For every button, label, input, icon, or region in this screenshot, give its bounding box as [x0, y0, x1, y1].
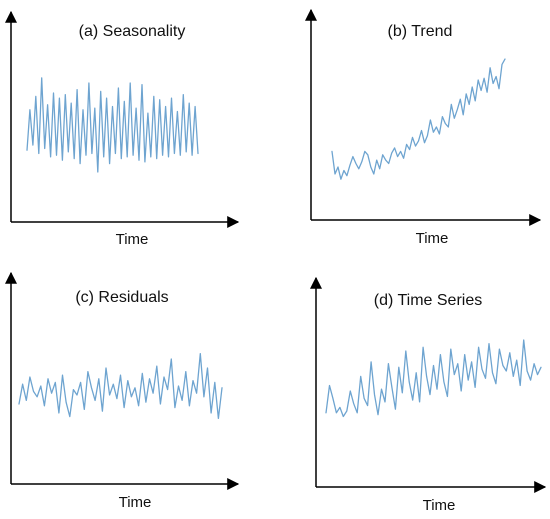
x-axis-label-trend: Time — [416, 230, 449, 247]
x-axis-label-time-series: Time — [423, 497, 456, 514]
x-axis-label-seasonality: Time — [116, 231, 149, 248]
x-axis-label-residuals: Time — [119, 494, 152, 511]
series-line-residuals — [18, 352, 223, 420]
panel-title-trend: (b) Trend — [388, 23, 453, 40]
panel-time-series: (d) Time Series Time — [310, 276, 547, 514]
panel-title-seasonality: (a) Seasonality — [79, 23, 186, 40]
series-line-trend — [331, 58, 506, 180]
panel-title-time-series: (d) Time Series — [374, 292, 482, 309]
panel-trend: (b) Trend Time — [305, 8, 542, 247]
panel-seasonality: (a) Seasonality Time — [4, 10, 240, 248]
panel-residuals: (c) Residuals Time — [4, 271, 240, 511]
series-line-seasonality — [26, 77, 199, 173]
panel-title-residuals: (c) Residuals — [75, 289, 168, 306]
series-line-time-series — [325, 339, 542, 418]
